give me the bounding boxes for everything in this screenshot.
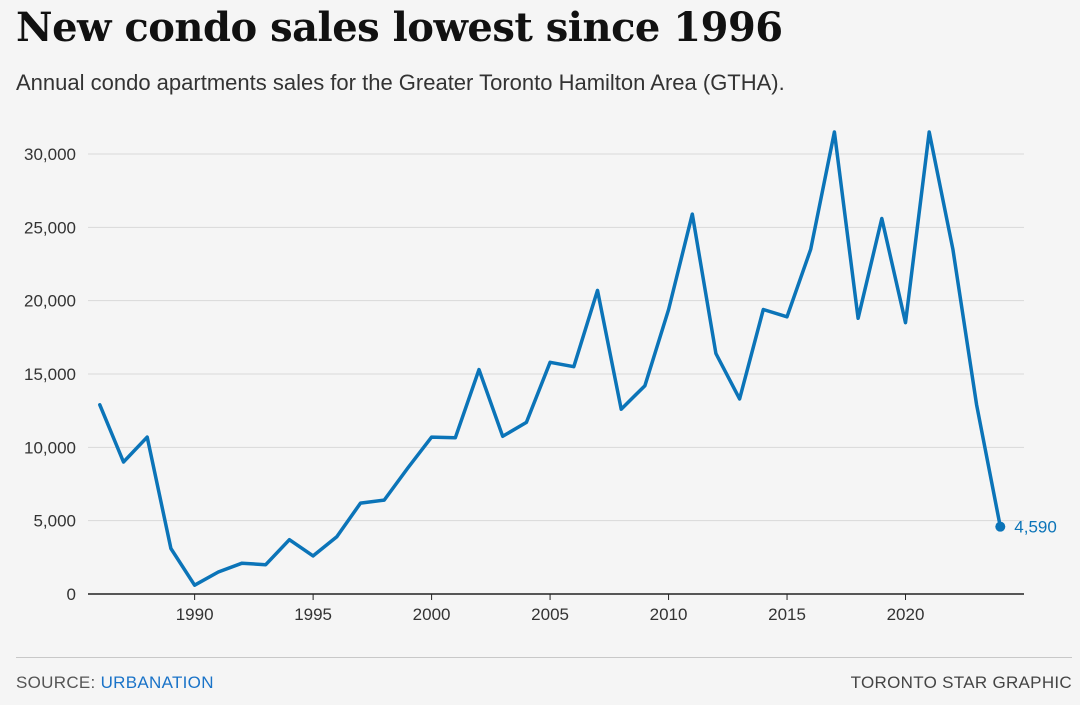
source-prefix: SOURCE: [16, 673, 96, 692]
chart-subtitle: Annual condo apartments sales for the Gr… [16, 70, 785, 95]
end-point-marker [995, 521, 1006, 532]
line-chart: 0 5,000 10,000 15,000 20,000 25,000 30,000 199… [24, 130, 1057, 624]
end-value-label: 4,590 [1014, 518, 1057, 537]
y-tick-label: 15,000 [24, 365, 76, 384]
x-tick-label: 2005 [531, 605, 569, 624]
x-tick-label: 2010 [650, 605, 688, 624]
y-tick-label: 5,000 [33, 512, 76, 531]
graphic-credit: TORONTO STAR GRAPHIC [850, 673, 1072, 692]
source-link[interactable]: URBANATION [100, 673, 214, 692]
y-axis-tick-labels: 0 5,000 10,000 15,000 20,000 25,000 30,000 [24, 145, 76, 604]
source-note: SOURCE: URBANATION [16, 673, 214, 693]
y-tick-label: 25,000 [24, 218, 76, 237]
series-line [98, 130, 1003, 587]
x-tick-label: 2000 [413, 605, 451, 624]
footer-divider [16, 657, 1072, 658]
x-tick-label: 2020 [887, 605, 925, 624]
y-tick-label: 30,000 [24, 145, 76, 164]
y-tick-label: 0 [67, 585, 76, 604]
grid-lines [88, 153, 1024, 595]
x-axis-tick-labels: 1990 1995 2000 2005 2010 2015 2020 [176, 594, 925, 624]
data-points: 4,590 [995, 518, 1057, 537]
y-tick-label: 20,000 [24, 292, 76, 311]
x-tick-label: 1995 [294, 605, 332, 624]
x-tick-label: 1990 [176, 605, 214, 624]
x-tick-label: 2015 [768, 605, 806, 624]
series-layer [98, 130, 1003, 587]
y-tick-label: 10,000 [24, 438, 76, 457]
chart-title: New condo sales lowest since 1996 [16, 4, 783, 51]
